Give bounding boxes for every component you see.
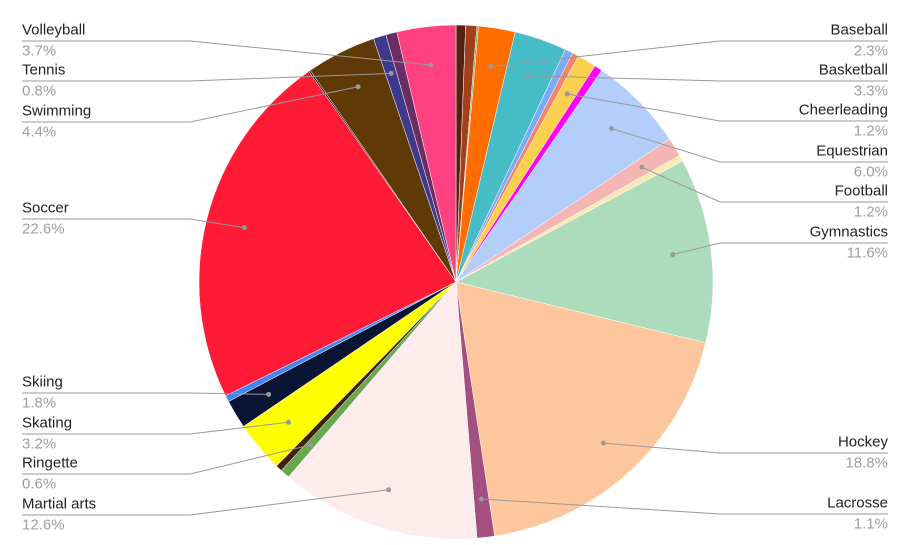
- slice-label: Lacrosse: [827, 494, 888, 511]
- slice-label: Skiing: [22, 373, 63, 390]
- pie-slice: [396, 24, 457, 283]
- slice-label: Gymnastics: [810, 223, 888, 240]
- pie-slice: [455, 160, 714, 344]
- leader-dot: [286, 419, 292, 425]
- slice-label: Football: [835, 182, 888, 199]
- slice-value: 12.6%: [22, 516, 65, 533]
- leader-dot: [385, 487, 391, 493]
- leader-line: [22, 421, 289, 435]
- leader-dot: [525, 73, 531, 79]
- slice-value: 11.6%: [847, 244, 888, 261]
- leader-line: [611, 128, 888, 163]
- slice-value: 0.8%: [22, 82, 56, 99]
- slice-value: 3.3%: [854, 82, 888, 99]
- slice-label: Volleyball: [22, 21, 85, 38]
- slice-label: Ringette: [22, 454, 78, 471]
- slice-label: Martial arts: [22, 495, 96, 512]
- leader-dot: [355, 84, 361, 90]
- slice-value: 4.4%: [22, 123, 56, 140]
- leader-line: [481, 498, 888, 515]
- leader-dot: [639, 164, 645, 170]
- leader-line: [22, 489, 389, 516]
- slice-value: 22.6%: [22, 220, 65, 237]
- leader-dot: [428, 62, 434, 68]
- slice-value: 2.3%: [854, 42, 888, 59]
- slice-value: 18.8%: [845, 454, 888, 471]
- leader-line: [567, 93, 888, 122]
- slice-value: 3.7%: [22, 42, 56, 59]
- leader-dot: [388, 70, 394, 76]
- leader-line: [22, 40, 431, 66]
- leader-line: [22, 392, 269, 395]
- leader-dot: [308, 442, 314, 448]
- slice-value: 3.2%: [22, 435, 56, 452]
- leader-dot: [608, 126, 614, 132]
- slice-value: 1.8%: [22, 394, 56, 411]
- leader-dot: [241, 225, 247, 231]
- slice-value: 6.0%: [854, 163, 888, 180]
- leader-dot: [488, 63, 494, 69]
- slice-value: 1.1%: [854, 515, 888, 532]
- leader-dot: [564, 91, 570, 97]
- leader-dot: [670, 252, 676, 258]
- slice-label: Skating: [22, 414, 72, 431]
- pie-slice: [455, 281, 707, 537]
- leader-dot: [601, 440, 607, 446]
- slice-value: 1.2%: [854, 122, 888, 139]
- slice-label: Equestrian: [816, 142, 888, 159]
- leader-line: [672, 242, 888, 256]
- pie-slice: [288, 281, 478, 540]
- slice-value: 0.6%: [22, 475, 56, 492]
- slice-label: Tennis: [22, 61, 65, 78]
- slice-label: Hockey: [838, 433, 889, 450]
- leader-line: [641, 166, 888, 203]
- pie-slice: [198, 70, 457, 397]
- slice-label: Swimming: [22, 102, 91, 119]
- leader-line: [603, 442, 888, 454]
- slice-label: Soccer: [22, 199, 69, 216]
- leader-line: [528, 75, 888, 82]
- slice-label: Cheerleading: [799, 101, 888, 118]
- leader-line: [22, 444, 311, 475]
- leader-line: [22, 72, 392, 82]
- slice-label: Basketball: [819, 61, 888, 78]
- slice-label: Baseball: [830, 21, 888, 38]
- leader-dot: [478, 496, 484, 502]
- slice-value: 1.2%: [854, 203, 888, 220]
- leader-dot: [266, 391, 272, 397]
- leader-line: [22, 218, 245, 229]
- leader-line: [490, 40, 888, 67]
- leader-line: [22, 86, 359, 123]
